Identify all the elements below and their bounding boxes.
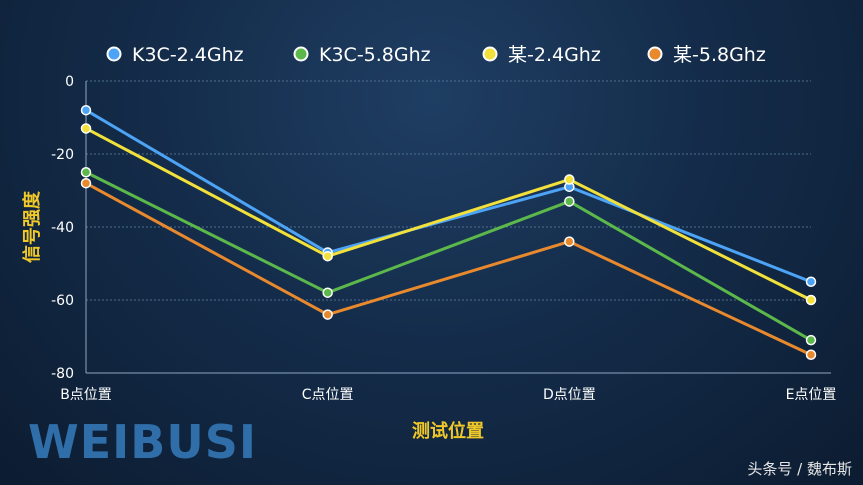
legend-item: 某-5.8Ghz (647, 44, 766, 66)
legend-label: 某-5.8Ghz (673, 44, 766, 66)
legend-label: K3C-2.4Ghz (132, 44, 244, 66)
data-point (80, 123, 92, 134)
legend-marker (647, 46, 663, 62)
y-tick-label: -40 (51, 220, 74, 236)
legend-label: 某-2.4Ghz (508, 44, 601, 66)
series-3 (80, 123, 817, 306)
data-point (564, 236, 575, 247)
series-line (85, 170, 812, 342)
data-point (805, 276, 817, 287)
legend-item: K3C-2.4Ghz (106, 44, 244, 66)
legend-marker (482, 46, 498, 62)
series-lines (80, 104, 817, 360)
y-tick-label: 0 (65, 74, 74, 90)
x-tick-label: E点位置 (786, 387, 837, 403)
legend-item: K3C-5.8Ghz (293, 44, 431, 66)
data-point (805, 334, 817, 346)
data-point (322, 287, 333, 298)
data-point (322, 250, 333, 262)
legend-item: 某-2.4Ghz (482, 44, 601, 66)
legend-marker (106, 46, 122, 62)
x-tick-label: C点位置 (302, 387, 354, 403)
x-tick-label: D点位置 (543, 387, 596, 403)
series-1 (80, 104, 817, 287)
y-tick-label: -20 (51, 147, 74, 163)
y-axis-ticks: 0 -20 -40 -60 -80 (51, 74, 74, 382)
data-point (80, 177, 92, 189)
y-tick-label: -80 (51, 366, 74, 382)
legend-label: K3C-5.8Ghz (319, 44, 431, 66)
data-point (805, 294, 817, 306)
series-4 (80, 177, 817, 360)
x-axis-title: 测试位置 (412, 420, 484, 442)
data-point (564, 196, 575, 207)
y-tick-label: -60 (51, 293, 74, 309)
series-line (85, 108, 812, 284)
data-point (80, 167, 92, 178)
gridlines (86, 80, 811, 301)
watermark-credit: 头条号 / 魏布斯 (747, 460, 852, 478)
series-line (85, 127, 812, 302)
x-tick-label: B点位置 (60, 387, 112, 403)
series-line (85, 181, 812, 357)
x-axis-ticks: B点位置 C点位置 D点位置 E点位置 (60, 387, 836, 403)
data-point (564, 174, 575, 185)
data-point (805, 349, 817, 360)
series-2 (80, 167, 817, 346)
watermark-logo: WEIBUSI (28, 415, 257, 469)
legend: K3C-2.4Ghz K3C-5.8Ghz 某-2.4Ghz 某-5.8Ghz (106, 44, 766, 66)
legend-marker (293, 46, 309, 62)
data-point (80, 104, 92, 116)
data-point (322, 309, 333, 320)
y-axis-title: 信号强度 (21, 190, 43, 263)
